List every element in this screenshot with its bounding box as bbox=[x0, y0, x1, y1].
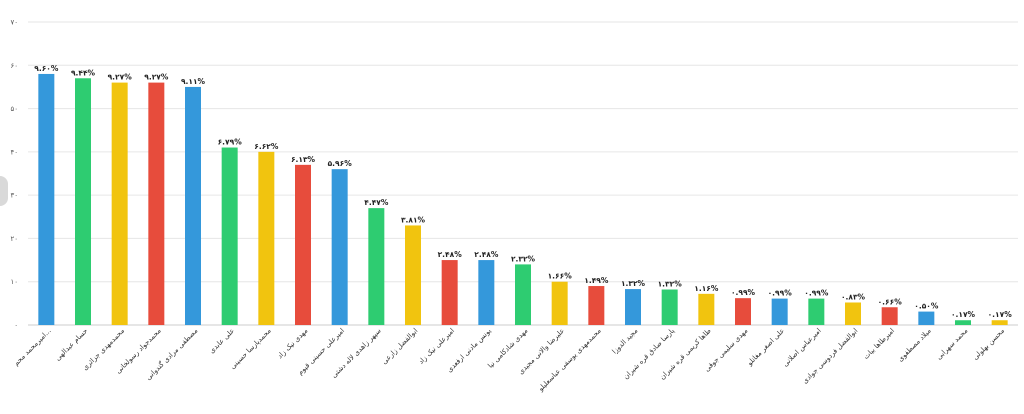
bar[interactable] bbox=[881, 307, 898, 325]
x-tick-label: علی اصغر مغانلو bbox=[745, 327, 786, 368]
bar[interactable] bbox=[38, 73, 55, 325]
x-tick-label: امیرعلی نیک زاد bbox=[417, 327, 456, 366]
bar[interactable] bbox=[845, 302, 861, 325]
bar[interactable] bbox=[478, 260, 495, 325]
data-label: ۶.۱۳% bbox=[291, 155, 316, 164]
y-tick-label: ۴۰ bbox=[10, 148, 18, 156]
data-label: ۰.۹۹% bbox=[731, 288, 756, 297]
data-label: ۲.۴۸% bbox=[474, 250, 499, 259]
data-label: ۹.۱۱% bbox=[181, 77, 206, 86]
bar[interactable] bbox=[515, 264, 531, 325]
bar[interactable] bbox=[295, 164, 311, 325]
bar[interactable] bbox=[955, 320, 971, 325]
data-label: ۹.۲۷% bbox=[108, 73, 133, 82]
y-tick-label: ۶۰ bbox=[10, 62, 18, 70]
bar[interactable] bbox=[111, 82, 128, 325]
data-label: ۲.۳۲% bbox=[511, 254, 536, 263]
data-label: ۳.۸۱% bbox=[401, 215, 426, 224]
y-tick-label: ۳۰ bbox=[10, 192, 18, 200]
bar[interactable] bbox=[258, 151, 275, 325]
data-label: ۶.۶۲% bbox=[254, 142, 279, 151]
x-tick-label: حسام عبدالهی bbox=[54, 327, 90, 363]
x-tick-label: مهدی نیک زاد bbox=[276, 327, 310, 361]
data-label: ۰.۶۶% bbox=[878, 297, 903, 306]
data-label: ۰.۵۰% bbox=[914, 302, 939, 311]
data-label: ۹.۲۷% bbox=[144, 73, 169, 82]
bar[interactable] bbox=[698, 293, 715, 325]
data-label: ۹.۶۰% bbox=[34, 64, 59, 73]
data-label-layer: ۹.۶۰% ۹.۴۴% ۹.۲۷% ۹.۲۷% ۹.۱۱% ۶.۷۹% ۶.۶۲% ۶.۱۳%… bbox=[34, 64, 1012, 319]
y-tick-label: ۵۰ bbox=[10, 105, 18, 113]
x-tick-label: محسن بهلولی bbox=[971, 327, 1006, 362]
data-label: ۱.۳۲% bbox=[658, 280, 683, 289]
bar[interactable] bbox=[625, 289, 641, 325]
bar[interactable] bbox=[221, 147, 238, 325]
bar[interactable] bbox=[75, 78, 91, 326]
data-label: ۱.۶۶% bbox=[548, 272, 573, 281]
x-tick-label: مجید الدوزا bbox=[611, 327, 640, 356]
data-label: ۱.۴۹% bbox=[584, 276, 609, 285]
data-label: ۰.۸۳% bbox=[841, 292, 866, 301]
bar[interactable] bbox=[808, 298, 825, 325]
y-tick-label: ۲۰ bbox=[10, 235, 18, 243]
data-label: ۰.۱۷% bbox=[951, 310, 976, 319]
data-label: ۲.۴۸% bbox=[438, 250, 463, 259]
bar[interactable] bbox=[588, 286, 605, 325]
data-label: ۹.۴۴% bbox=[71, 68, 96, 77]
sidebar-toggle-handle[interactable] bbox=[0, 176, 8, 206]
data-label: ۰.۱۷% bbox=[988, 310, 1013, 319]
x-tick-label: محمدمهدی یوسفی عباسعلیلو bbox=[536, 327, 603, 394]
x-tick-label: امیرطاها بیات bbox=[862, 327, 896, 361]
data-label: ۱.۱۶% bbox=[694, 284, 719, 293]
bar-layer bbox=[38, 73, 1008, 326]
bar[interactable] bbox=[771, 298, 788, 325]
y-tick-label: ۷۰ bbox=[10, 19, 18, 27]
bar[interactable] bbox=[991, 320, 1008, 325]
y-tick-label: ۰ bbox=[14, 322, 18, 330]
bar[interactable] bbox=[918, 311, 935, 325]
x-tick-label: امیرمحمد محم... bbox=[12, 327, 53, 368]
x-tick-label: میلاد مصطفوی bbox=[896, 327, 933, 364]
bar[interactable] bbox=[551, 281, 568, 325]
bar[interactable] bbox=[148, 82, 165, 325]
x-tick-label: محمد سهرابی bbox=[935, 327, 970, 362]
y-tick-label: ۱۰ bbox=[10, 278, 18, 286]
bar[interactable] bbox=[405, 225, 421, 325]
bar[interactable] bbox=[441, 260, 458, 325]
bar[interactable] bbox=[661, 289, 678, 325]
x-tick-label: علی عابدی bbox=[208, 327, 236, 355]
data-label: ۰.۹۹% bbox=[768, 289, 793, 298]
bar[interactable] bbox=[735, 298, 751, 325]
bar[interactable] bbox=[331, 169, 348, 325]
bar[interactable] bbox=[368, 208, 385, 325]
data-label: ۰.۹۹% bbox=[804, 289, 829, 298]
x-tick-label: محمدپارسا حسینی bbox=[229, 327, 273, 371]
data-label: ۴.۴۷% bbox=[364, 198, 389, 207]
x-tick-label: امیرعباس اصلانی bbox=[781, 327, 823, 369]
x-tick-label: ابوالفضل زارعی bbox=[380, 327, 419, 366]
data-label: ۱.۳۲% bbox=[621, 279, 646, 288]
data-label: ۶.۷۹% bbox=[218, 138, 243, 147]
bar[interactable] bbox=[185, 86, 201, 325]
data-label: ۵.۹۶% bbox=[328, 159, 353, 168]
